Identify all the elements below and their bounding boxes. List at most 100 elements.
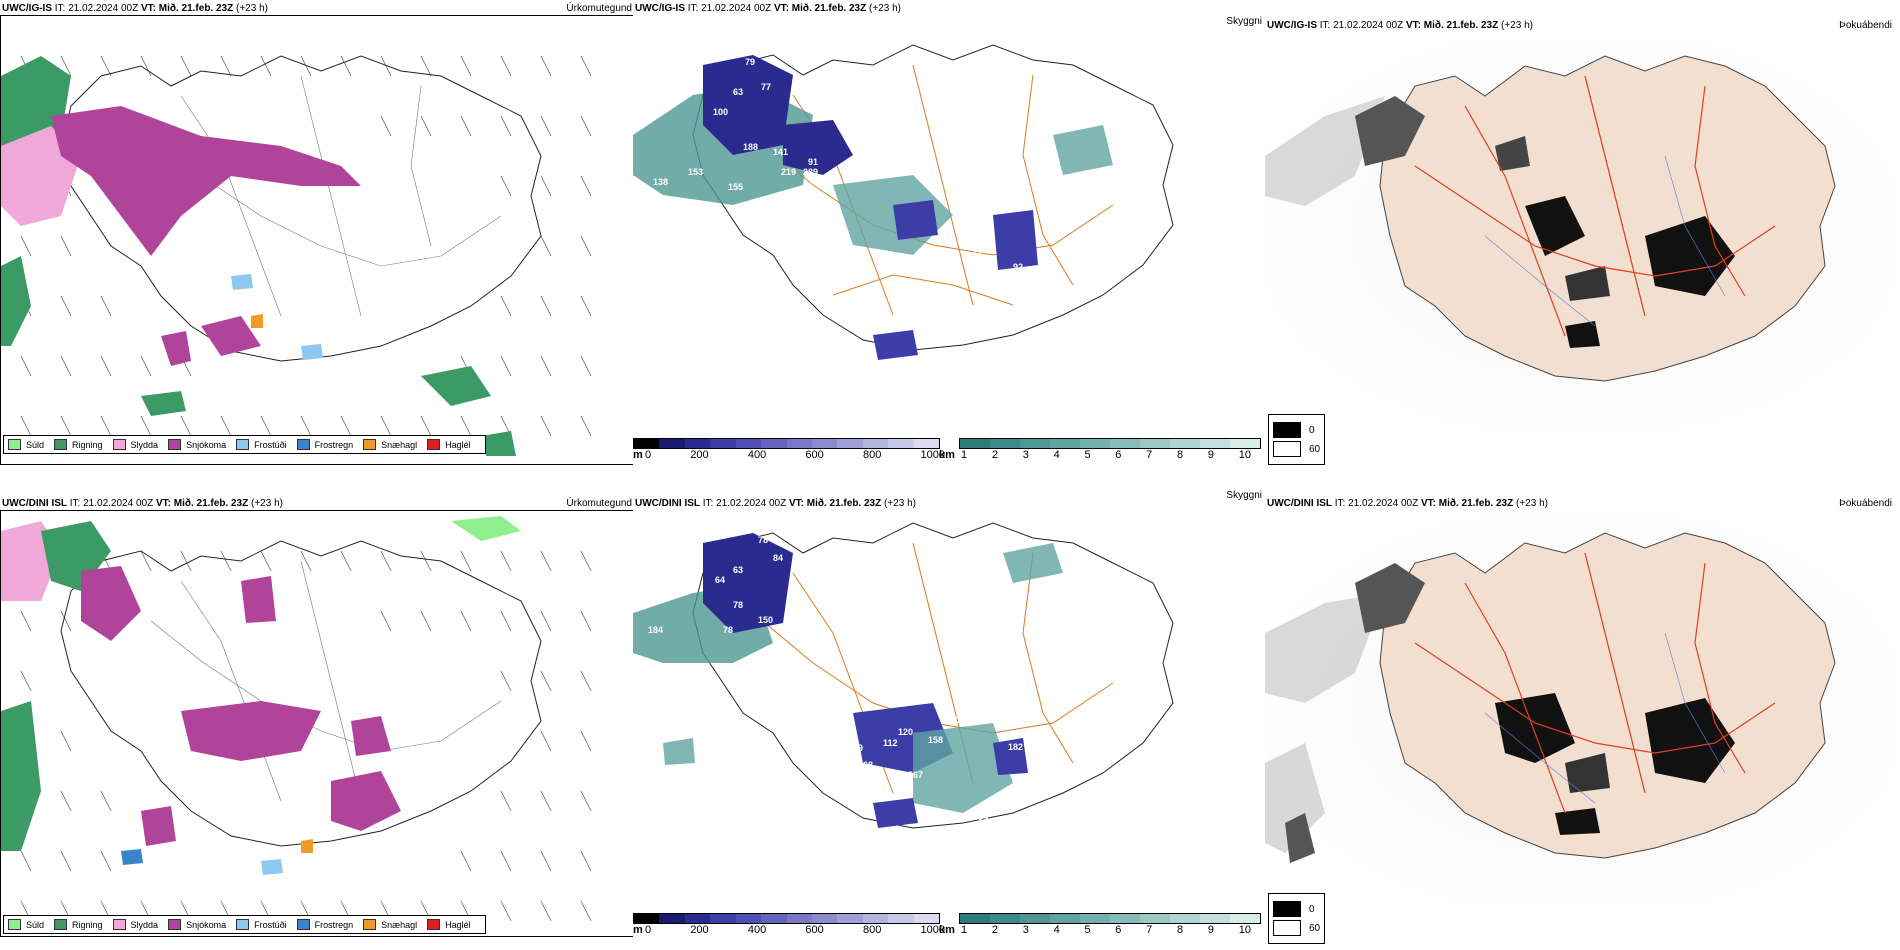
tick-label: 10 [1238, 449, 1251, 461]
cloud-value-label: 188 [743, 142, 758, 152]
cloud-colorbar-km [959, 438, 1261, 449]
cloud-colorbar-km [959, 913, 1261, 924]
cloud-unit-km: km [939, 449, 955, 461]
lead-time: (+23 h) [884, 498, 916, 509]
colorbar-swatch [811, 914, 838, 923]
cloud-value-label: 184 [648, 625, 663, 635]
tick-label: 7 [1146, 924, 1153, 936]
cloud-value-label: 100 [926, 835, 941, 845]
cloud-ticks-m: 0 200 400 600 800 1000 [645, 924, 945, 936]
panel-title: UWC/IG-IS IT: 21.02.2024 00Z VT: Mið. 21… [2, 3, 268, 14]
tick-label: 1 [961, 449, 968, 461]
colorbar-swatch [888, 914, 914, 923]
tick-label: 400 [747, 449, 767, 461]
colorbar-swatch [1110, 914, 1140, 923]
roads [1414, 552, 1776, 814]
vt-label: VT: [140, 3, 156, 14]
tick-label: 200 [690, 924, 709, 936]
cloud-value-label: 155 [728, 182, 743, 192]
cloud-value-label: 25 [913, 835, 923, 845]
cloud-unit-m: m [633, 449, 643, 461]
colorbar-swatch [837, 439, 863, 448]
colorbar-swatch [1080, 914, 1110, 923]
colorbar-swatch [1140, 914, 1170, 923]
panel-title: UWC/DINI ISL IT: 21.02.2024 00Z VT: Mið.… [635, 498, 916, 509]
cloud-value-label: 141 [773, 147, 788, 157]
fog-dark-areas [1285, 563, 1735, 863]
cloud-value-label: 182 [1008, 742, 1023, 752]
colorbar-swatch [1050, 914, 1080, 923]
model-name: UWC/DINI ISL [2, 498, 67, 509]
colorbar-swatch [960, 914, 990, 923]
tick-label: 800 [862, 449, 882, 461]
tick-label: 10 [1238, 924, 1251, 936]
model-name: UWC/IG-IS [635, 3, 685, 14]
cloud-value-label: 150 [758, 615, 773, 625]
cloud-value-label: 994 [973, 812, 988, 822]
model-name: UWC/IG-IS [1267, 20, 1317, 31]
colorbar-swatch [811, 439, 838, 448]
cloud-value-label: 85 [903, 267, 913, 277]
colorbar-swatch [684, 914, 711, 923]
cloud-value-label: 59 [853, 743, 863, 753]
cloud-value-label: 64 [715, 575, 725, 585]
iceland-outline [692, 522, 1174, 829]
model-name: UWC/DINI ISL [635, 498, 700, 509]
fog-panel-2: UWC/DINI ISL IT: 21.02.2024 00Z VT: Mið.… [1265, 495, 1900, 950]
panel-title: UWC/DINI ISL IT: 21.02.2024 00Z VT: Mið.… [2, 498, 283, 509]
cloud-unit-m: m [633, 924, 643, 936]
colorbar-swatch [862, 914, 889, 923]
fog-legend-item: 0 [1273, 422, 1320, 438]
precip-legend-item: Súld [8, 439, 44, 450]
cloud-label: Skyggni [1226, 490, 1262, 501]
fog-legend-item: 60 [1273, 920, 1320, 936]
precip-label: Úrkomutegund [566, 3, 632, 14]
row-1: UWC/IG-IS IT: 21.02.2024 00Z VT: Mið. 21… [0, 0, 1900, 470]
colorbar-swatch [1170, 914, 1200, 923]
colorbar-swatch [1200, 439, 1230, 448]
tick-label: 9 [1207, 449, 1214, 461]
cloud-label: Skyggni [1226, 16, 1262, 27]
cloud-value-label: 112 [883, 738, 898, 748]
cloud-value-label: 567 [908, 770, 923, 780]
fog-map [1265, 513, 1895, 908]
cloud-value-label: 77 [761, 82, 771, 92]
wind-barbs [20, 55, 592, 437]
precip-legend-item: Rigning [54, 439, 103, 450]
vt-value: Mið. 21.feb. 23Z [1423, 20, 1499, 31]
tick-label: 3 [1022, 924, 1029, 936]
tick-label: 8 [1177, 924, 1184, 936]
cloud-ticks-m: 0 200 400 600 800 1000 [645, 449, 945, 461]
colorbar-swatch [710, 439, 736, 448]
row-2: UWC/DINI ISL IT: 21.02.2024 00Z VT: Mið.… [0, 480, 1900, 950]
tick-label: 6 [1115, 924, 1122, 936]
tick-label: 6 [1115, 449, 1122, 461]
colorbar-swatch [1140, 439, 1170, 448]
cloud-colorbar-m [633, 438, 940, 449]
tick-label: 2 [991, 924, 998, 936]
colorbar-swatch [913, 914, 940, 923]
model-name: UWC/IG-IS [2, 3, 52, 14]
tick-label: 4 [1053, 924, 1060, 936]
colorbar-swatch [710, 914, 736, 923]
fog-panel-1: UWC/IG-IS IT: 21.02.2024 00Z VT: Mið. 21… [1265, 0, 1900, 465]
precip-legend-item: Snæhagl [363, 919, 417, 930]
cloud-ticks-km: 1 2 3 4 5 6 7 8 9 10 [961, 924, 1251, 936]
fog-legend: 0 60 [1268, 414, 1326, 465]
colorbar-swatch [1020, 439, 1050, 448]
vt-label: VT: [1420, 498, 1436, 509]
cloud-unit-km: km [939, 924, 955, 936]
precip-legend-item: Slydda [112, 919, 158, 930]
tick-label: 3 [1022, 449, 1029, 461]
precip-legend-item: Frostúði [236, 439, 287, 450]
colorbar-swatch [1110, 439, 1140, 448]
cloud-value-label: 153 [688, 167, 703, 177]
it-value: 21.02.2024 00Z [701, 3, 772, 14]
vt-value: Mið. 21.feb. 23Z [1438, 498, 1514, 509]
precip-legend-item: Rigning [54, 919, 103, 930]
cloud-value-label: 79 [745, 57, 755, 67]
cloud-value-label: 78 [723, 625, 733, 635]
cloud-value-label: 138 [818, 755, 833, 765]
colorbar-swatch [634, 914, 660, 923]
colorbar-swatch [1170, 439, 1200, 448]
